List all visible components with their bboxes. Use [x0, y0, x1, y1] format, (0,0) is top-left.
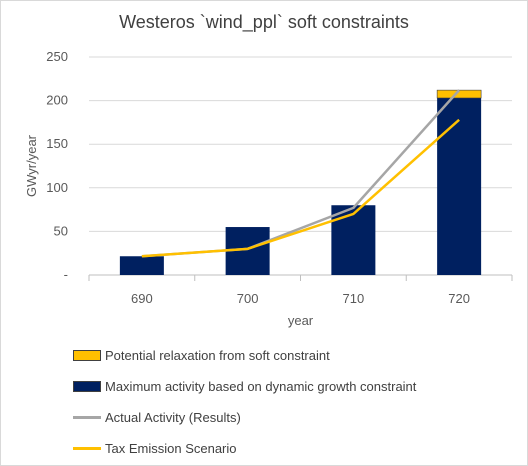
legend-swatch [73, 416, 101, 419]
x-tick-label: 720 [448, 291, 470, 306]
legend-swatch [73, 447, 101, 450]
legend-item: Actual Activity (Results) [73, 402, 416, 433]
chart-legend: Potential relaxation from soft constrain… [73, 340, 416, 464]
legend-item: Maximum activity based on dynamic growth… [73, 371, 416, 402]
x-tick-label: 700 [237, 291, 259, 306]
bar-max-activity [119, 256, 164, 275]
legend-swatch [73, 381, 101, 392]
y-axis-title: GWyr/year [24, 134, 39, 197]
legend-label: Actual Activity (Results) [105, 410, 241, 425]
y-tick-label: 100 [46, 180, 68, 195]
x-axis-title: year [288, 313, 314, 328]
legend-label: Potential relaxation from soft constrain… [105, 348, 330, 363]
bar-max-activity [331, 205, 376, 275]
line-tax-emission-scenario [141, 118, 460, 258]
bar-max-activity [437, 97, 482, 275]
legend-label: Tax Emission Scenario [105, 441, 237, 456]
legend-swatch [73, 350, 101, 361]
x-tick-label: 690 [131, 291, 153, 306]
legend-item: Tax Emission Scenario [73, 433, 416, 464]
legend-label: Maximum activity based on dynamic growth… [105, 379, 417, 394]
y-tick-label: 50 [54, 223, 68, 238]
y-tick-label: 250 [46, 49, 68, 64]
chart-title: Westeros `wind_ppl` soft constraints [119, 12, 409, 32]
y-tick-label: 150 [46, 136, 68, 151]
legend-item: Potential relaxation from soft constrain… [73, 340, 416, 371]
y-tick-label: 200 [46, 93, 68, 108]
x-tick-label: 710 [343, 291, 365, 306]
y-tick-label: - [64, 267, 68, 282]
